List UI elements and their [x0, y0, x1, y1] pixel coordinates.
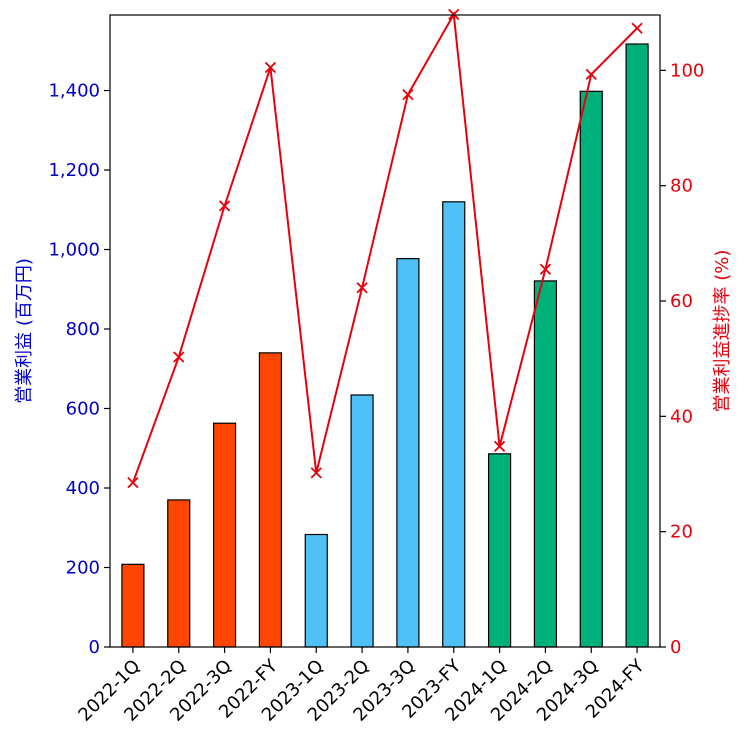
- left-axis: 0 200 400 600 800 1,000 1,200 1,400: [48, 81, 110, 658]
- bar-2023-1Q: [304, 533, 328, 648]
- bar-2023-2Q: [350, 394, 374, 648]
- progress-marker-2024-1Q: [493, 440, 506, 452]
- right-tick-label: 80: [670, 176, 693, 197]
- left-tick-label: 1,000: [48, 240, 100, 261]
- left-tick-label: 400: [66, 478, 100, 499]
- progress-marker-2024-3Q: [585, 68, 597, 81]
- bar-group: [121, 43, 649, 648]
- progress-marker-2023-2Q: [356, 282, 368, 294]
- right-tick-label: 60: [670, 291, 693, 312]
- bar-2023-3Q: [396, 258, 420, 648]
- progress-marker-2022-1Q: [127, 477, 139, 489]
- progress-marker-2023-3Q: [402, 88, 414, 101]
- progress-marker-2024-2Q: [539, 263, 552, 275]
- progress-line-group: [127, 8, 643, 489]
- bar-2024-1Q: [487, 453, 512, 648]
- bar-2024-FY: [625, 43, 649, 648]
- left-tick-label: 1,400: [48, 81, 100, 102]
- y-axis-label-right: 営業利益進捗率 (%): [712, 250, 733, 413]
- progress-marker-2023-1Q: [310, 467, 322, 479]
- plot-frame: [109, 14, 661, 648]
- bar-2023-FY: [442, 201, 466, 648]
- bar-2022-3Q: [212, 422, 237, 648]
- progress-line: [131, 11, 638, 483]
- right-tick-label: 100: [670, 60, 704, 81]
- left-tick-label: 800: [66, 319, 100, 340]
- progress-marker-2022-2Q: [173, 351, 185, 363]
- left-tick-label: 1,200: [48, 160, 100, 181]
- progress-marker-2022-3Q: [218, 200, 231, 212]
- y-axis-label-left: 営業利益 (百万円): [14, 258, 35, 404]
- progress-marker-2024-FY: [631, 22, 643, 34]
- bar-2024-2Q: [533, 280, 558, 648]
- left-tick-label: 0: [89, 637, 100, 658]
- right-tick-label: 40: [670, 406, 693, 427]
- left-tick-label: 600: [66, 399, 100, 420]
- bar-2022-1Q: [121, 563, 145, 648]
- progress-marker-2022-FY: [264, 61, 277, 74]
- right-tick-label: 20: [670, 522, 693, 543]
- right-axis: 0 20 40 60 80 100: [660, 60, 704, 658]
- x-axis: 2022-1Q2022-2Q2022-3Q2022-FY2023-1Q2023-…: [74, 647, 649, 726]
- left-tick-label: 200: [66, 558, 100, 579]
- bar-2022-2Q: [167, 499, 191, 648]
- bar-2022-FY: [258, 352, 283, 648]
- right-tick-label: 0: [670, 637, 681, 658]
- bar-2024-3Q: [579, 90, 603, 648]
